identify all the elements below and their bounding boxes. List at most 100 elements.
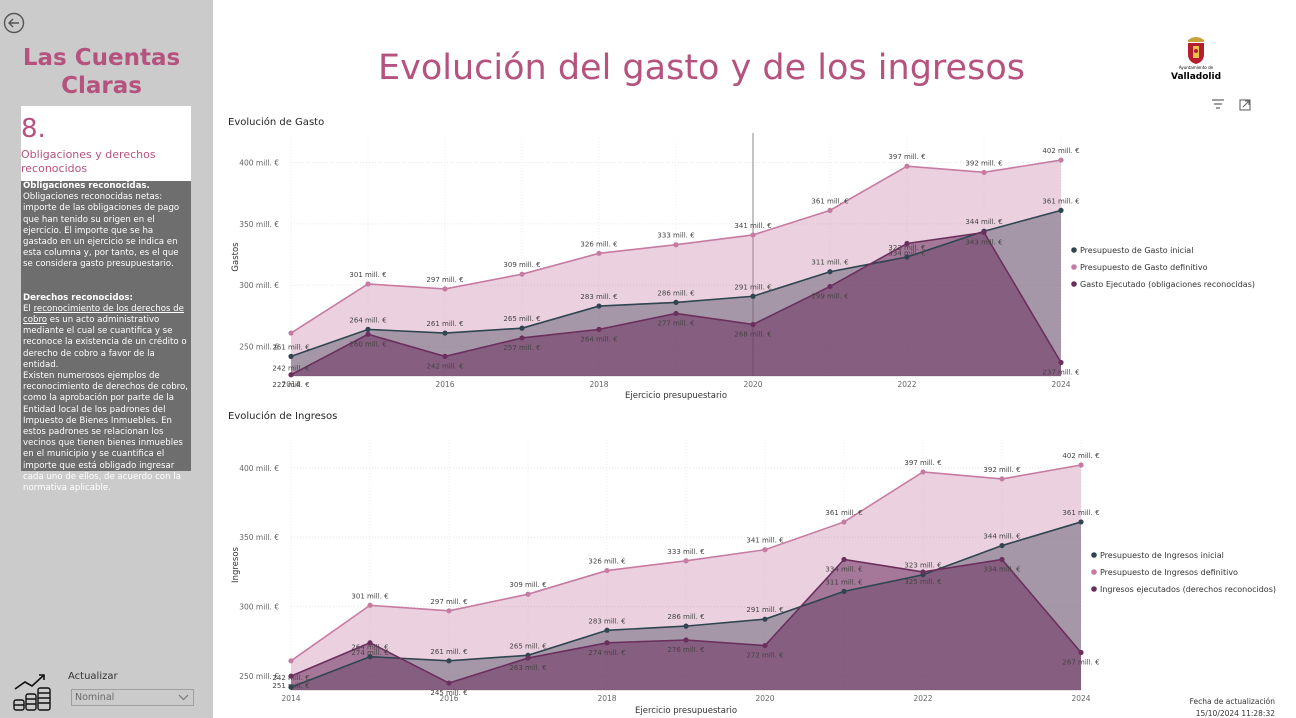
data-point [904,240,910,247]
data-point [365,331,371,337]
data-label: 361 mill. € [825,509,862,517]
x-tick-label: 2018 [589,380,608,389]
data-label: 333 mill. € [657,232,694,240]
y-tick-label: 250 mill. € [239,672,279,681]
y-tick-label: 250 mill. € [239,343,279,352]
data-point [442,330,448,336]
data-point [596,303,602,309]
data-point [1058,157,1064,163]
data-point [1078,519,1084,525]
y-axis-title: Gastos [231,242,241,272]
data-label: 397 mill. € [904,459,941,467]
desc-link-derechos[interactable]: reconocimiento de los derechos de cobro [23,303,184,326]
gasto-chart-title: Evolución de Gasto [228,117,325,128]
data-point [1058,359,1064,366]
data-point [827,283,833,290]
data-point [288,684,294,690]
page-title: Evolución del gasto y de los ingresos [378,48,1025,88]
back-arrow-icon[interactable] [3,12,25,34]
data-point [999,542,1005,549]
data-label: 272 mill. € [746,652,783,660]
data-label: 323 mill. € [904,562,941,570]
data-point [750,232,756,238]
data-point [442,353,448,359]
data-point [827,269,833,275]
actualizar-select[interactable]: Nominal [71,689,194,706]
data-label: 263 mill. € [509,664,546,672]
data-label: 334 mill. € [983,565,1020,573]
toolbar [1212,99,1251,111]
legend-label: Presupuesto de Ingresos definitivo [1100,568,1238,577]
data-point [683,558,689,564]
data-label: 276 mill. € [667,646,704,654]
data-point [288,353,294,359]
data-point [904,163,910,169]
data-label: 286 mill. € [667,613,704,621]
data-point [750,321,756,328]
data-point [604,627,610,633]
data-label: 283 mill. € [588,617,625,625]
data-point [604,567,610,574]
legend-marker [1091,586,1097,592]
series-area [291,559,1081,690]
focus-mode-icon[interactable] [1239,99,1251,111]
data-label: 334 mill. € [825,565,862,573]
logo-line-2: Valladolid [1170,72,1222,82]
data-point [288,372,294,378]
data-point [999,556,1005,563]
data-point [525,591,531,597]
x-tick-label: 2020 [743,380,762,389]
data-label: 251 mill. € [272,682,309,690]
data-point [673,242,679,248]
desc-heading-derechos: Derechos reconocidos: [23,292,133,303]
data-label: 257 mill. € [503,344,540,352]
data-label: 237 mill. € [1042,369,1079,377]
data-point [920,469,926,475]
x-tick-label: 2014 [281,380,300,389]
data-point [367,602,373,608]
data-label: 341 mill. € [746,537,783,545]
data-point [365,281,371,287]
data-label: 311 mill. € [825,578,862,586]
data-label: 311 mill. € [811,259,848,267]
data-label: 334 mill. € [888,250,925,258]
valladolid-logo: Ayuntamiento de Valladolid [1168,34,1224,84]
data-point [762,642,768,649]
legend-marker [1091,552,1097,558]
sidebar: Las Cuentas Claras 8. Obligaciones y der… [0,0,213,718]
data-label: 326 mill. € [588,558,625,566]
data-label: 309 mill. € [503,261,540,269]
brand-title: Las Cuentas Claras [0,44,203,100]
legend-label: Presupuesto de Gasto definitivo [1080,263,1208,272]
data-point [673,310,679,317]
data-label: 299 mill. € [811,292,848,300]
x-tick-label: 2024 [1051,380,1070,389]
data-label: 301 mill. € [351,592,388,600]
data-point [673,299,679,305]
section-title: Obligaciones y derechos reconocidos [21,148,156,175]
data-label: 309 mill. € [509,581,546,589]
legend-marker [1071,247,1077,253]
data-label: 361 mill. € [1062,509,1099,517]
data-label: 341 mill. € [734,222,771,230]
filter-icon[interactable] [1212,99,1224,109]
data-point [827,207,833,213]
data-point [762,547,768,553]
data-label: 265 mill. € [509,642,546,650]
section-card: 8. Obligaciones y derechos reconocidos [21,106,191,181]
data-point [367,654,373,660]
legend-marker [1071,264,1077,270]
actualizar-label: Actualizar [68,671,118,682]
data-label: 227 mill. € [272,381,309,389]
data-point [446,680,452,686]
data-label: 297 mill. € [426,276,463,284]
x-tick-label: 2022 [913,694,932,703]
data-point [596,326,602,332]
ingresos-chart-title: Evolución de Ingresos [228,411,338,422]
data-label: 265 mill. € [503,315,540,323]
desc-text-obligaciones: Obligaciones reconocidas netas: importe … [23,192,180,270]
x-tick-label: 2014 [281,694,300,703]
data-label: 267 mill. € [1062,659,1099,667]
data-point [981,169,987,175]
data-point [683,623,689,629]
